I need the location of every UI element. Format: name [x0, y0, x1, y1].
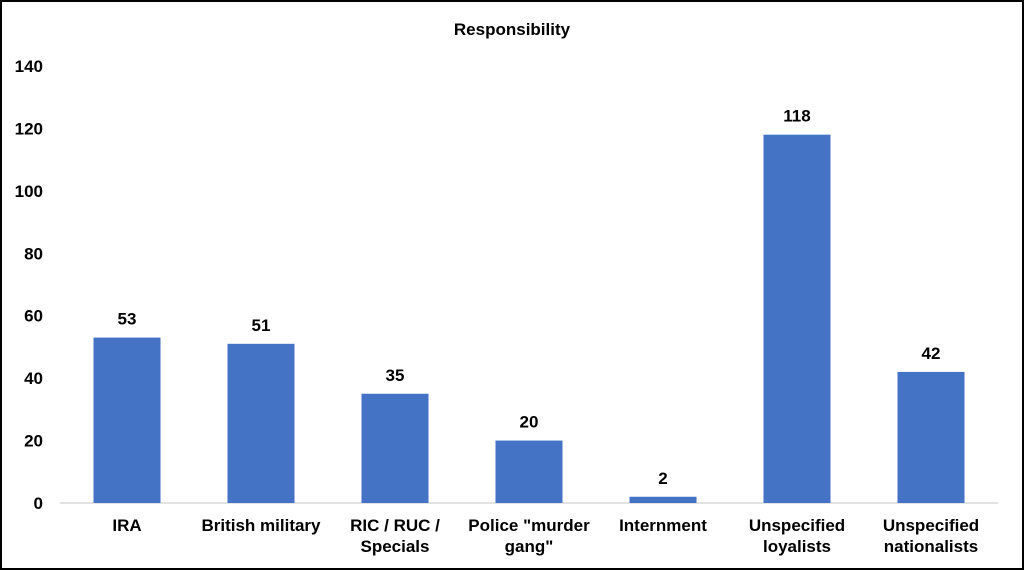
- category-label: Police "murder gang": [468, 516, 590, 556]
- category-label-line: gang": [505, 537, 554, 556]
- category-label-line: IRA: [112, 516, 141, 535]
- bar: [495, 440, 563, 503]
- category-label-line: Specials: [361, 537, 430, 556]
- category-label-line: British military: [201, 516, 321, 535]
- category-labels: IRA British military RIC / RUC / Specials Po…: [112, 516, 979, 556]
- category-label-line: Police "murder: [468, 516, 590, 535]
- bar: [361, 393, 429, 503]
- y-tick-label: 80: [24, 244, 43, 263]
- y-tick-label: 0: [34, 494, 43, 513]
- data-label: 2: [658, 469, 667, 488]
- data-label: 53: [118, 310, 137, 329]
- y-tick-label: 20: [24, 432, 43, 451]
- y-axis-ticks: 0 20 40 60 80 100 120 140: [15, 57, 43, 513]
- category-label: IRA: [112, 516, 141, 535]
- bars: [93, 134, 965, 503]
- category-label-line: nationalists: [884, 537, 978, 556]
- data-label: 118: [783, 107, 810, 126]
- category-label-line: Unspecified: [883, 516, 979, 535]
- bar: [897, 371, 965, 503]
- bar: [629, 496, 697, 503]
- category-label: RIC / RUC / Specials: [350, 516, 440, 556]
- data-label: 20: [520, 413, 539, 432]
- y-tick-label: 60: [24, 307, 43, 326]
- data-label: 51: [252, 316, 271, 335]
- y-tick-label: 140: [15, 57, 43, 76]
- chart-title: Responsibility: [454, 20, 571, 39]
- category-label-line: loyalists: [763, 537, 831, 556]
- category-label: Unspecified nationalists: [883, 516, 979, 556]
- bar: [227, 343, 295, 503]
- category-label: Unspecified loyalists: [749, 516, 845, 556]
- y-tick-label: 100: [15, 182, 43, 201]
- data-label: 42: [922, 344, 941, 363]
- bar: [93, 337, 161, 503]
- y-tick-label: 120: [15, 119, 43, 138]
- data-label: 35: [386, 366, 405, 385]
- category-label: Internment: [619, 516, 707, 535]
- category-label-line: RIC / RUC /: [350, 516, 440, 535]
- data-labels: 53 51 35 20 2 118 42: [118, 107, 941, 488]
- category-label-line: Internment: [619, 516, 707, 535]
- category-label: British military: [201, 516, 321, 535]
- y-tick-label: 40: [24, 369, 43, 388]
- category-label-line: Unspecified: [749, 516, 845, 535]
- bar: [763, 134, 831, 503]
